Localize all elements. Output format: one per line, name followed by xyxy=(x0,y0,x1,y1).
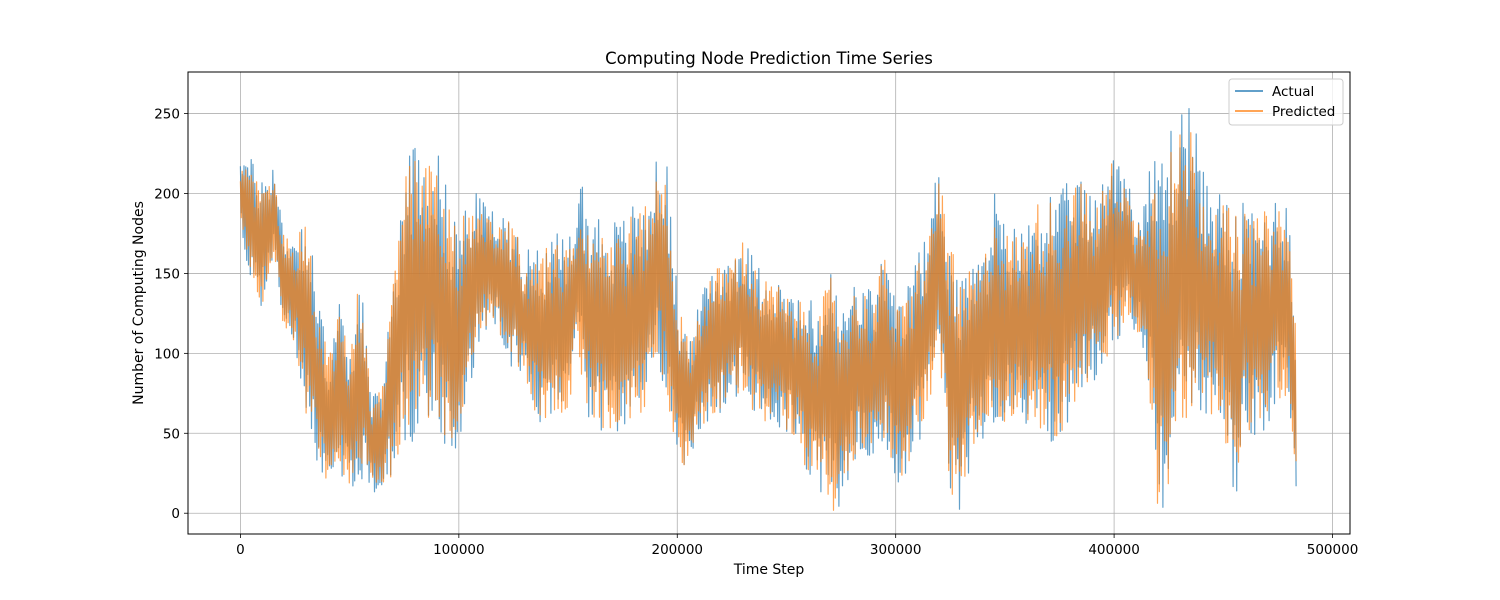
series-layer xyxy=(239,107,1297,511)
axis-ticks: 0 100000 200000 300000 400000 500000 0 50 100 150… xyxy=(154,107,1358,558)
plot-area-frame xyxy=(187,71,1351,535)
legend-label-actual: Actual xyxy=(1272,84,1314,100)
y-tick-label: 50 xyxy=(163,426,180,442)
y-axis-label: Number of Computing Nodes xyxy=(131,201,147,405)
x-tick-label: 100000 xyxy=(433,542,485,558)
series-line-predicted xyxy=(239,132,1297,511)
legend-label-predicted: Predicted xyxy=(1272,104,1335,120)
x-tick-label: 500000 xyxy=(1307,542,1359,558)
x-axis-label: Time Step xyxy=(733,562,805,578)
y-tick-label: 0 xyxy=(171,506,180,522)
chart-title: Computing Node Prediction Time Series xyxy=(605,49,933,68)
y-tick-label: 250 xyxy=(154,107,180,123)
x-tick-label: 200000 xyxy=(651,542,703,558)
y-tick-label: 150 xyxy=(154,266,180,282)
x-tick-label: 300000 xyxy=(870,542,922,558)
x-tick-label: 400000 xyxy=(1088,542,1140,558)
y-tick-label: 100 xyxy=(154,346,180,362)
x-tick-label: 0 xyxy=(236,542,245,558)
legend: Actual Predicted xyxy=(1228,78,1344,126)
y-tick-label: 200 xyxy=(154,186,180,202)
